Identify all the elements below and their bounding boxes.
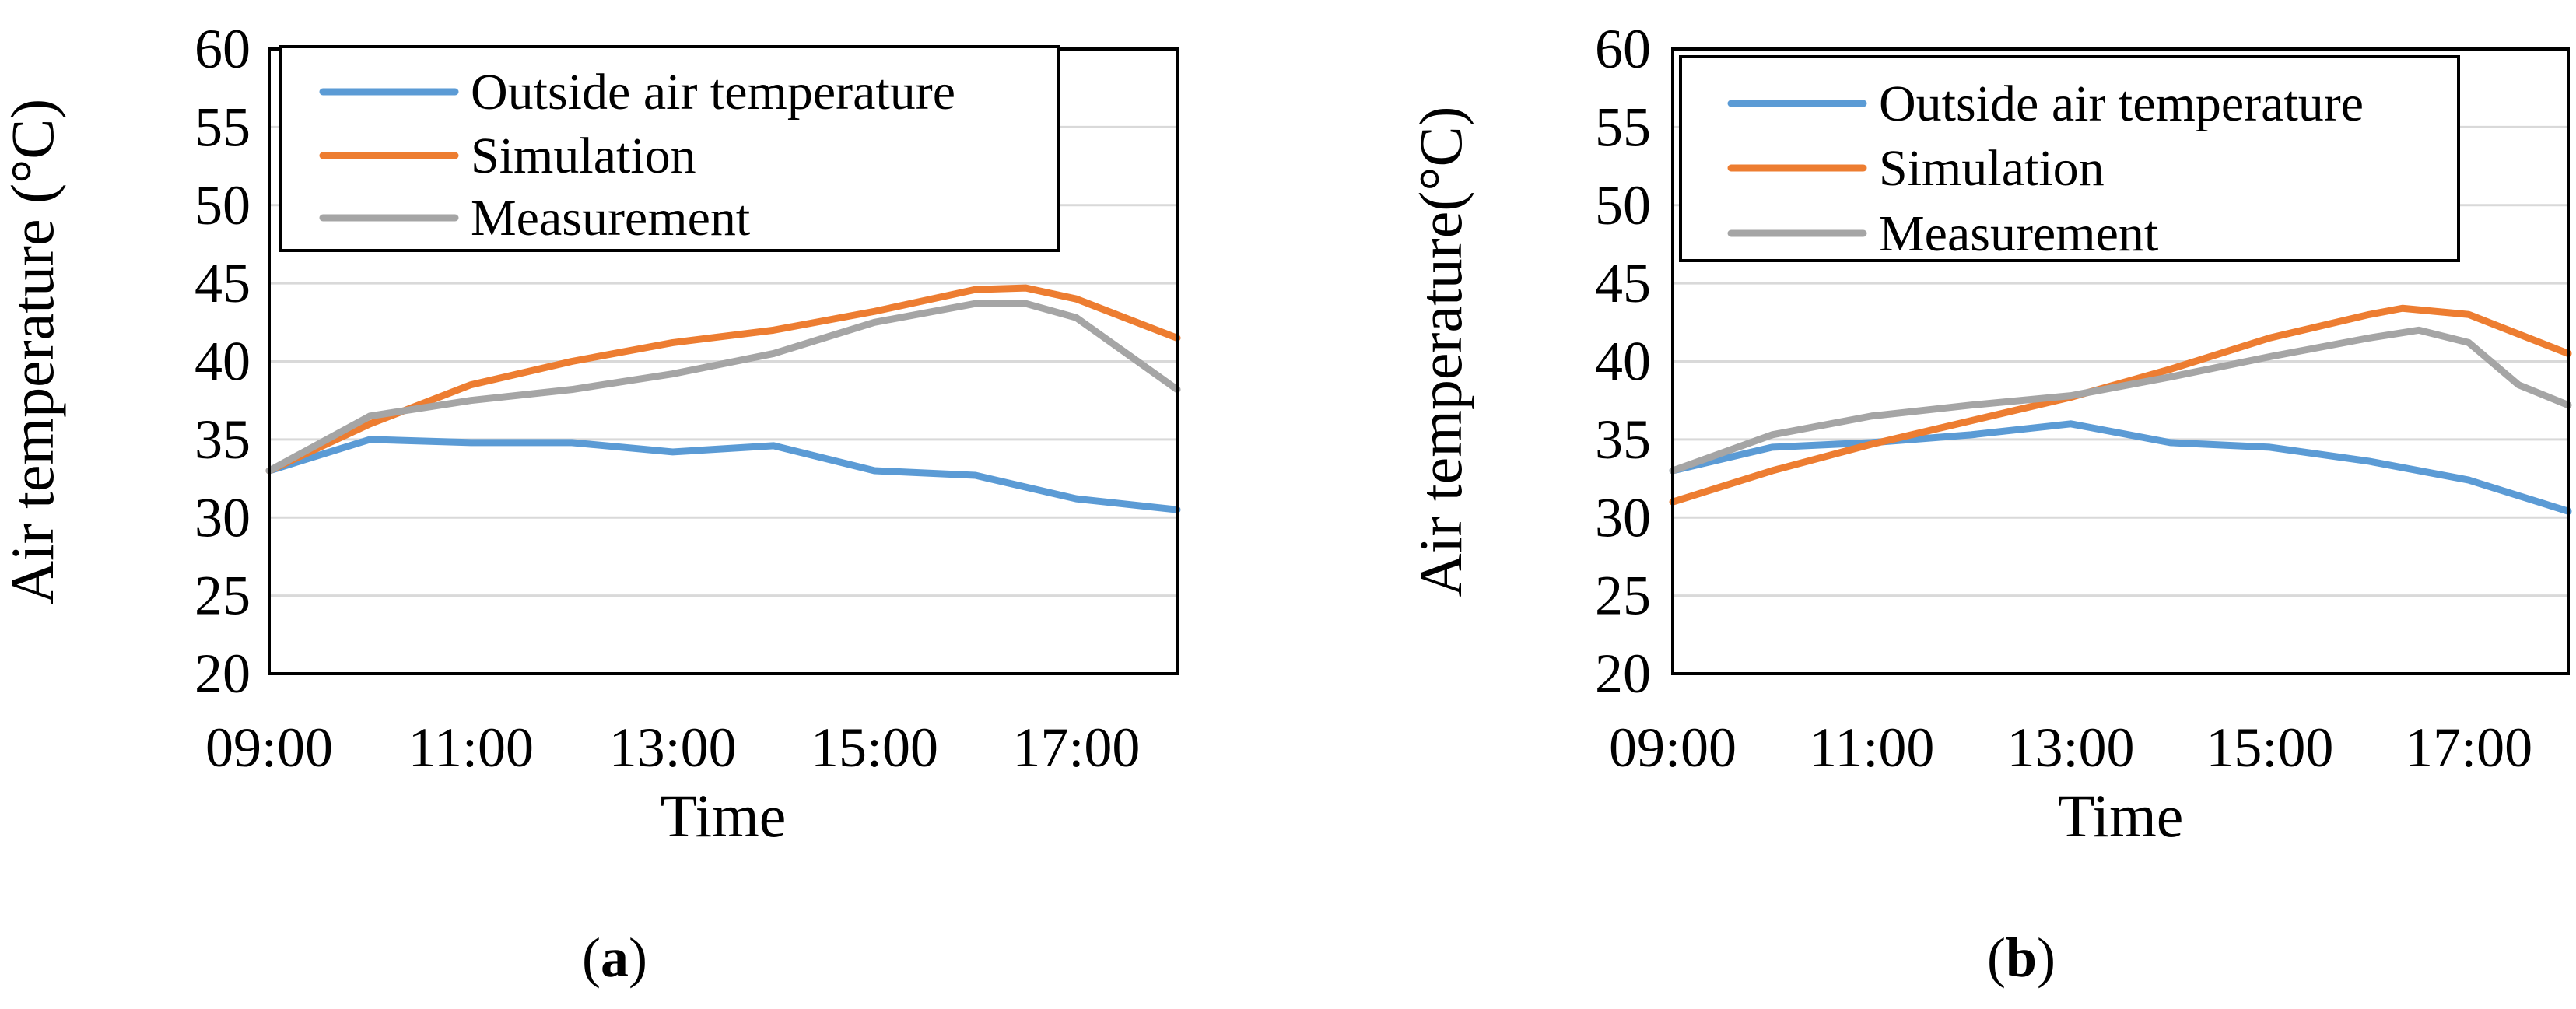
y-tick-label: 55 xyxy=(1595,96,1651,158)
plot-frame xyxy=(1671,47,2570,675)
legend-label: Simulation xyxy=(1879,140,2105,197)
series-line-simulation xyxy=(1669,304,2572,506)
panel-label: (b) xyxy=(1987,927,2056,989)
y-tick-label: 25 xyxy=(1595,565,1651,627)
y-tick-label: 20 xyxy=(195,643,251,705)
legend: Outside air temperature Simulation Measure… xyxy=(1679,55,2460,262)
y-tick-label: 25 xyxy=(195,565,251,627)
y-tick-label: 30 xyxy=(195,486,251,548)
y-axis-title: Air temperature (°C) xyxy=(0,99,66,605)
x-tick-label: 15:00 xyxy=(811,716,938,779)
y-tick-label: 50 xyxy=(1595,174,1651,236)
y-tick-label: 35 xyxy=(1595,408,1651,471)
legend: Outside air temperature Simulation Measure… xyxy=(279,45,1060,252)
y-tick-label: 40 xyxy=(1595,331,1651,393)
y-tick-label: 30 xyxy=(1595,486,1651,548)
y-tick-label: 50 xyxy=(195,174,251,236)
legend-label: Outside air temperature xyxy=(471,64,955,121)
x-axis-title: Time xyxy=(661,782,787,850)
y-tick-label: 20 xyxy=(1595,643,1651,705)
y-tick-label: 55 xyxy=(195,96,251,158)
x-tick-label: 09:00 xyxy=(1609,716,1737,779)
series-line-outside-air-temperature xyxy=(265,436,1181,513)
y-tick-label: 45 xyxy=(1595,252,1651,314)
y-tick-label: 45 xyxy=(195,252,251,314)
y-tick-label: 60 xyxy=(195,18,251,80)
legend-box xyxy=(1679,55,2460,262)
panel-label: (a) xyxy=(582,927,647,989)
x-tick-label: 11:00 xyxy=(408,716,534,779)
x-tick-label: 15:00 xyxy=(2206,716,2333,779)
x-tick-label: 11:00 xyxy=(1809,716,1934,779)
x-tick-label: 13:00 xyxy=(2007,716,2135,779)
series-line-outside-air-temperature xyxy=(1669,420,2572,515)
y-tick-label: 35 xyxy=(195,408,251,471)
x-tick-label: 17:00 xyxy=(1012,716,1140,779)
x-axis-title: Time xyxy=(2058,782,2184,850)
x-tick-label: 17:00 xyxy=(2405,716,2532,779)
series-line-simulation xyxy=(265,284,1181,475)
legend-label: Measurement xyxy=(471,190,750,247)
legend-label: Outside air temperature xyxy=(1879,75,2364,132)
legend-label: Simulation xyxy=(471,128,696,184)
legend-label: Measurement xyxy=(1879,205,2158,262)
y-tick-label: 60 xyxy=(1595,18,1651,80)
x-tick-label: 09:00 xyxy=(205,716,333,779)
y-axis-title: Air temperature(°C) xyxy=(1407,106,1474,597)
series-line-measurement xyxy=(1669,326,2572,475)
y-tick-label: 40 xyxy=(195,331,251,393)
series-line-measurement xyxy=(265,300,1181,475)
x-tick-label: 13:00 xyxy=(609,716,737,779)
chart-panel-b: 20 25 30 35 40 45 50 55 60 09:00 11:00 13:00 15:00 17… xyxy=(1407,18,2572,989)
chart-panel-a: 20 25 30 35 40 45 50 55 60 09:00 11:00 13:00 15:00 17… xyxy=(0,18,1181,989)
